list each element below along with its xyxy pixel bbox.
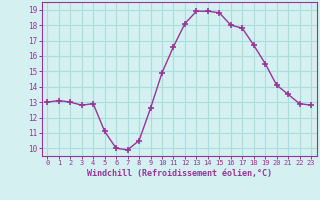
X-axis label: Windchill (Refroidissement éolien,°C): Windchill (Refroidissement éolien,°C): [87, 169, 272, 178]
